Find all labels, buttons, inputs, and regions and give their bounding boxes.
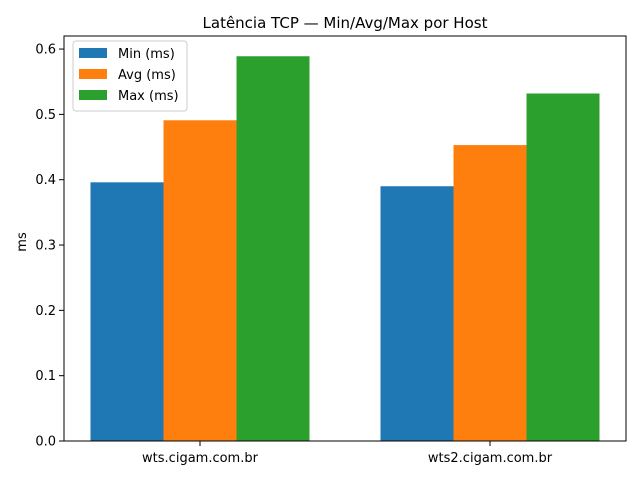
- x-tick-label: wts2.cigam.com.br: [428, 451, 553, 466]
- bar-min-0: [90, 182, 164, 442]
- legend-entry: Min (ms): [118, 47, 175, 62]
- legend: Min (ms) Avg (ms) Max (ms): [72, 40, 188, 112]
- y-tick-label: 0.4: [35, 173, 56, 188]
- x-tick-label: wts.cigam.com.br: [142, 451, 259, 466]
- y-tick-label: 0.0: [35, 435, 56, 450]
- bar-min-1: [380, 186, 454, 441]
- legend-swatch: [79, 48, 107, 58]
- bars-group: [90, 56, 600, 442]
- x-axis: wts.cigam.com.br wts2.cigam.com.br: [142, 441, 553, 466]
- bar-avg-1: [453, 145, 527, 441]
- chart-title: Latência TCP — Min/Avg/Max por Host: [203, 14, 488, 32]
- y-axis: 0.0 0.1 0.2 0.3 0.4 0.5 0.6: [35, 43, 64, 450]
- legend-entry: Max (ms): [118, 89, 179, 104]
- y-tick-label: 0.2: [35, 304, 56, 319]
- legend-entry: Avg (ms): [118, 68, 176, 83]
- y-axis-label: ms: [15, 232, 30, 252]
- y-tick-label: 0.1: [35, 369, 56, 384]
- y-tick-label: 0.5: [35, 108, 56, 123]
- legend-swatch: [79, 69, 107, 79]
- bar-avg-0: [163, 120, 237, 442]
- y-tick-label: 0.6: [35, 43, 56, 58]
- y-tick-label: 0.3: [35, 239, 56, 254]
- legend-swatch: [79, 90, 107, 100]
- bar-max-1: [526, 93, 600, 441]
- bar-max-0: [236, 56, 310, 441]
- plot-frame: [63, 35, 627, 442]
